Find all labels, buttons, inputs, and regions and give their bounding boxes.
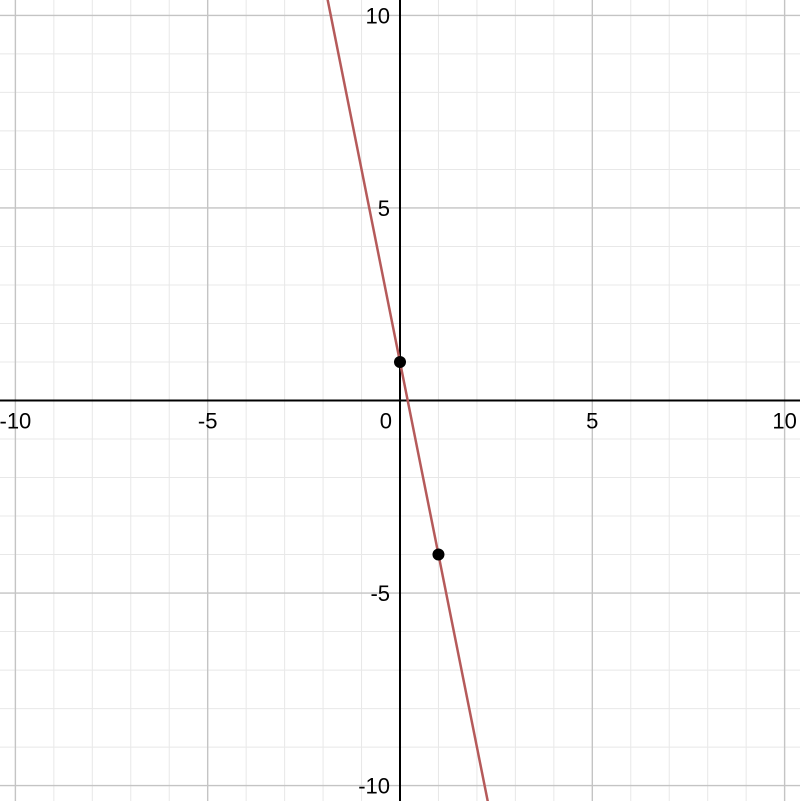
y-tick-label: -10: [358, 774, 390, 799]
x-tick-label: 5: [586, 409, 598, 434]
x-tick-label: -5: [198, 409, 218, 434]
y-tick-label: 5: [378, 196, 390, 221]
x-tick-label: -10: [0, 409, 31, 434]
data-point: [432, 549, 444, 561]
data-point: [394, 356, 406, 368]
x-tick-label: 10: [772, 409, 796, 434]
y-tick-label: 10: [366, 3, 390, 28]
x-tick-label: 0: [380, 409, 392, 434]
y-tick-label: -5: [370, 581, 390, 606]
line-chart: -10 -5 0 5 10 10 5 -5 -10: [0, 0, 800, 801]
